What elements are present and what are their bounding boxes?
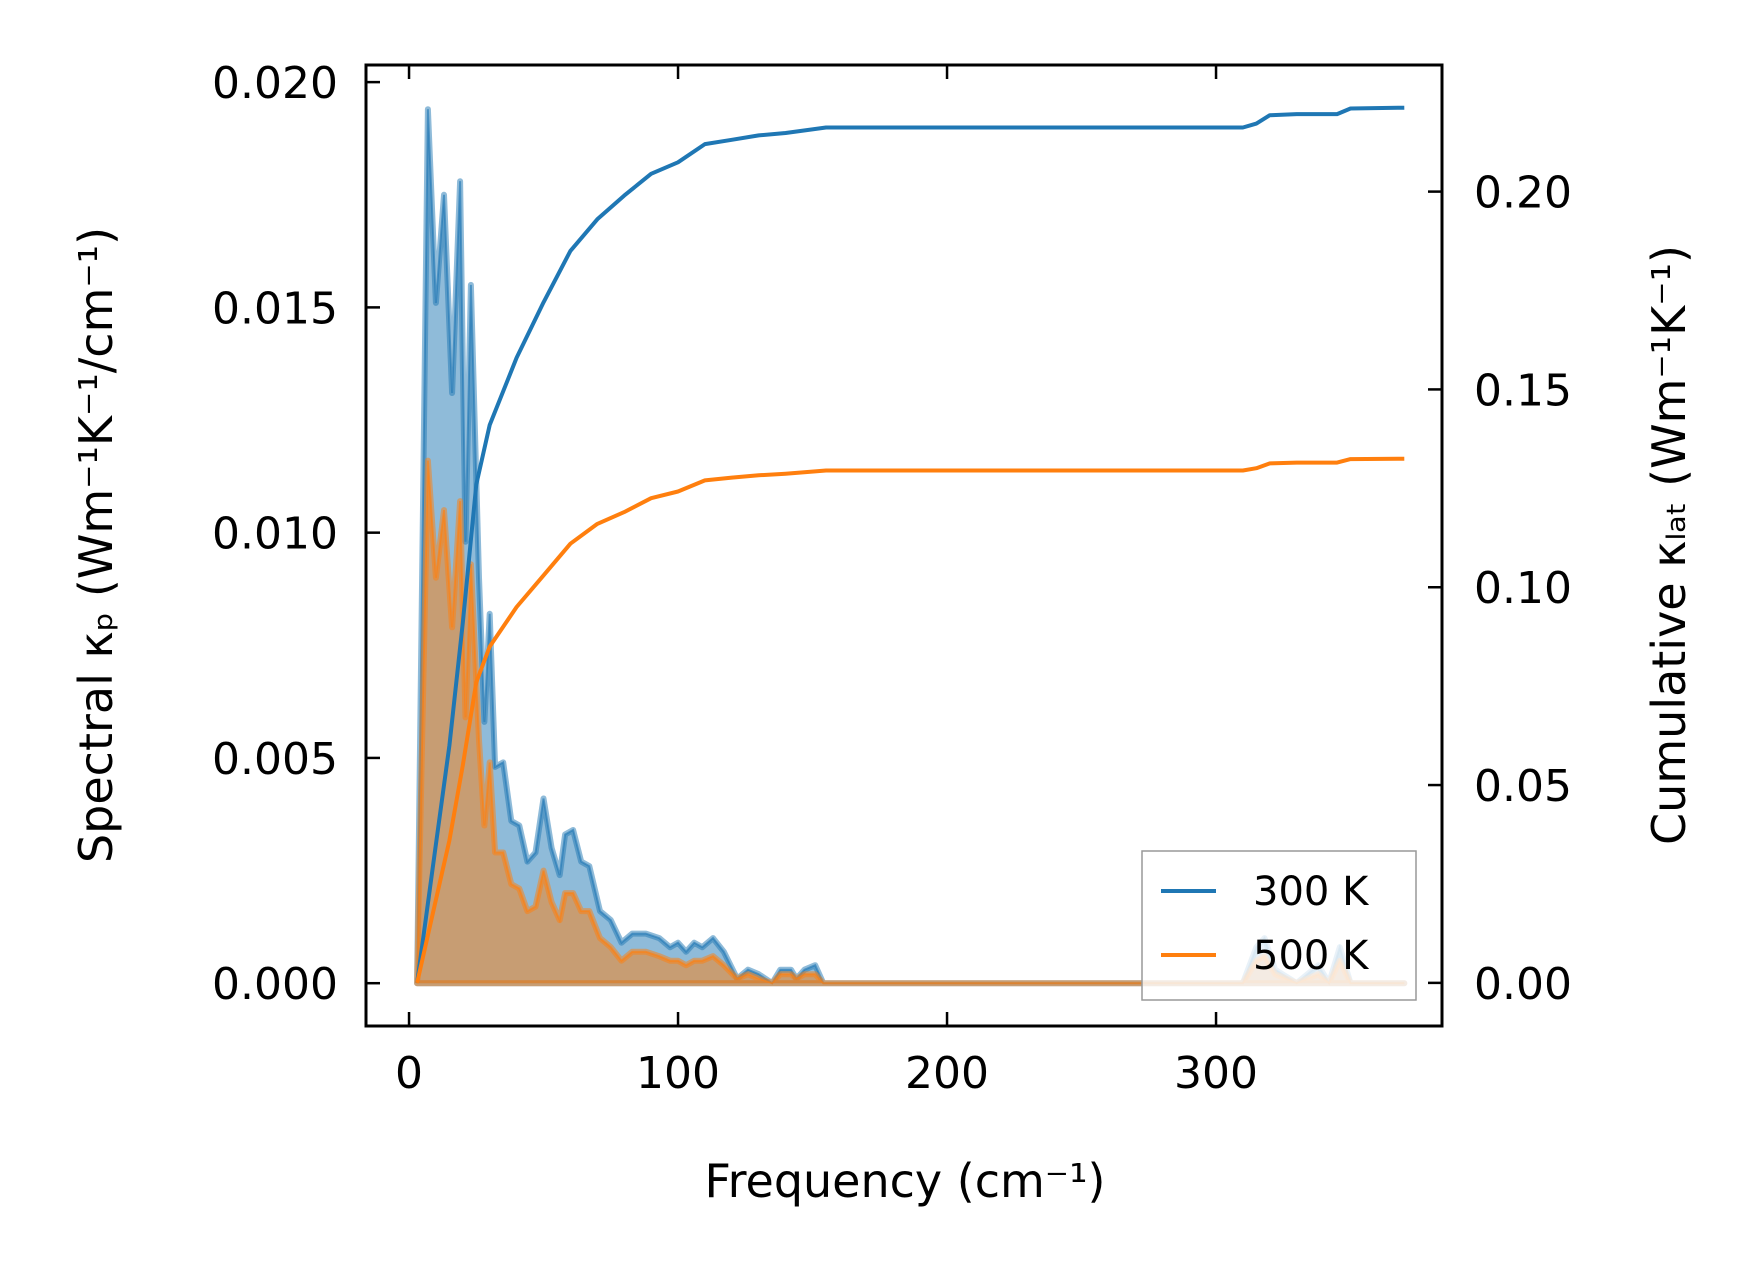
y-right-tick-label: 0.00: [1474, 959, 1572, 1010]
legend: 300 K 500 K: [1141, 850, 1417, 1001]
spectral-line-500k: [416, 460, 1405, 985]
y-left-tick-label: 0.005: [212, 734, 338, 785]
y-right-tick-label: 0.20: [1474, 168, 1572, 219]
cumulative-lines: [415, 105, 1405, 984]
x-axis-label: Frequency (cm⁻¹): [705, 1154, 1106, 1208]
cumulative-line-500k: [415, 456, 1405, 984]
legend-label-500k: 500 K: [1253, 933, 1370, 979]
legend-label-300k: 300 K: [1253, 869, 1370, 915]
x-tick-label: 0: [395, 1048, 423, 1099]
y-left-tick-label: 0.010: [212, 509, 338, 560]
y-left-tick-label: 0.015: [212, 283, 338, 334]
y-axis-right-label: Cumulative κₗₐₜ (Wm⁻¹K⁻¹): [1642, 245, 1696, 845]
ticks: 0 100 200 300 0.000 0.005 0.010 0.015 0.020 0.00 0…: [212, 58, 1572, 1099]
y-left-tick-label: 0.000: [212, 959, 338, 1010]
cumulative-line-300k: [415, 105, 1405, 984]
y-left-tick-label: 0.020: [212, 58, 338, 109]
plot-frame: [364, 63, 1444, 1028]
y-right-tick-label: 0.15: [1474, 365, 1572, 416]
legend-box: [1141, 850, 1417, 1001]
y-axis-left-label: Spectral κₚ (Wm⁻¹K⁻¹/cm⁻¹): [69, 227, 123, 863]
x-tick-label: 100: [636, 1048, 720, 1099]
y-right-tick-label: 0.05: [1474, 761, 1572, 812]
x-tick-label: 300: [1174, 1048, 1258, 1099]
x-tick-label: 200: [905, 1048, 989, 1099]
y-right-tick-label: 0.10: [1474, 563, 1572, 614]
